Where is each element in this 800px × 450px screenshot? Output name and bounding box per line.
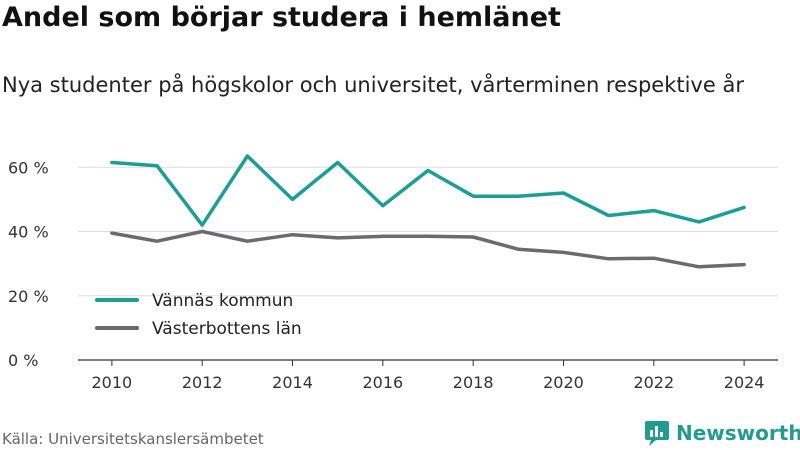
legend-label: Vännäs kommun (152, 291, 293, 311)
x-tick-label: 2016 (362, 373, 403, 392)
y-tick-label: 60 % (8, 158, 49, 177)
chart-subtitle: Nya studenter på högskolor och universit… (2, 73, 744, 97)
x-tick-label: 2014 (272, 373, 313, 392)
y-tick-label: 0 % (8, 351, 38, 370)
x-tick-label: 2012 (182, 373, 223, 392)
brand-logo: Newsworthy (644, 419, 800, 447)
legend-label: Västerbottens län (152, 319, 302, 339)
x-tick-label: 2024 (724, 373, 765, 392)
source-note: Källa: Universitetskanslersämbetet (2, 430, 264, 448)
series-line-västerbottens-län (110, 229, 746, 269)
series-line-vännäs-kommun (110, 154, 746, 227)
y-tick-label: 40 % (8, 223, 49, 242)
chart-title: Andel som börjar studera i hemlänet (2, 2, 561, 33)
x-tick-label: 2020 (543, 373, 584, 392)
x-tick-label: 2018 (453, 373, 494, 392)
newsworthy-logo-icon (645, 421, 669, 446)
y-tick-label: 20 % (8, 287, 49, 306)
x-tick-label: 2022 (633, 373, 674, 392)
x-tick-label: 2010 (92, 373, 133, 392)
brand-name: Newsworthy (676, 421, 800, 445)
